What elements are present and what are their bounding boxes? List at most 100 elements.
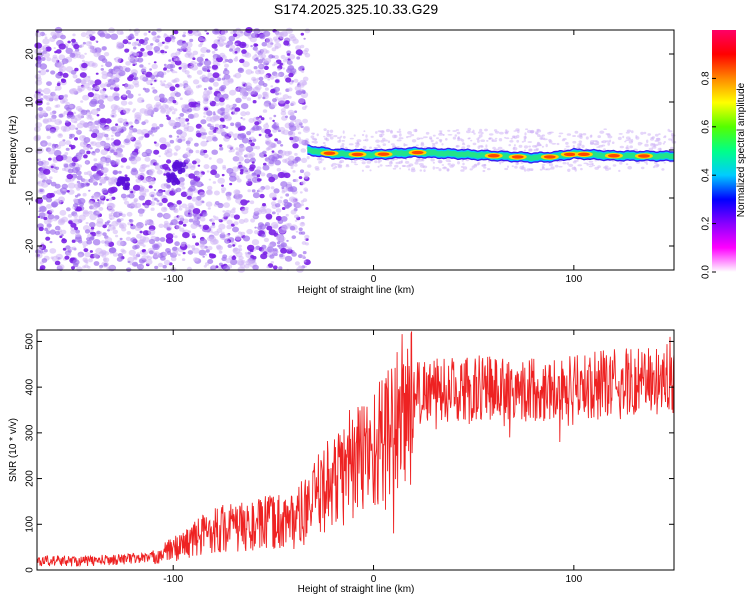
band-halo-blob: [541, 164, 546, 166]
noise-blob: [49, 36, 56, 43]
noise-blob: [206, 49, 211, 53]
noise-blob: [192, 208, 201, 215]
noise-blob: [150, 114, 154, 118]
band-halo-blob: [363, 139, 366, 142]
noise-blob: [178, 83, 184, 87]
band-halo-blob: [669, 146, 674, 151]
band-halo-blob: [342, 130, 345, 134]
noise-blob: [239, 58, 245, 64]
noise-blob: [285, 115, 288, 119]
noise-blob: [216, 245, 223, 251]
noise-blob: [76, 266, 83, 272]
band-halo-blob: [548, 139, 552, 142]
noise-blob: [74, 67, 79, 72]
noise-blob: [91, 122, 96, 126]
band-halo-blob: [513, 144, 516, 147]
noise-blob: [218, 266, 222, 270]
noise-blob: [140, 47, 145, 52]
noise-blob: [134, 32, 139, 36]
band-halo-blob: [647, 133, 651, 136]
band-halo-blob: [597, 165, 601, 169]
noise-blob: [241, 81, 245, 85]
noise-blob: [299, 169, 305, 173]
band-halo-blob: [488, 137, 492, 140]
noise-blob: [298, 227, 303, 232]
band-halo-blob: [517, 129, 520, 134]
noise-blob: [130, 201, 138, 207]
noise-blob: [142, 230, 150, 236]
noise-blob: [303, 37, 306, 40]
noise-blob: [202, 67, 207, 72]
noise-blob: [83, 171, 88, 175]
noise-blob: [289, 225, 296, 231]
noise-blob: [266, 265, 270, 269]
band-halo-blob: [473, 164, 478, 168]
noise-blob: [283, 104, 290, 110]
noise-blob: [161, 197, 168, 204]
band-halo-blob: [334, 165, 338, 169]
band-halo-blob: [344, 146, 348, 150]
noise-blob: [192, 50, 199, 56]
band-halo-blob: [339, 138, 341, 142]
noise-blob: [114, 68, 121, 74]
noise-blob: [69, 52, 76, 58]
noise-blob: [203, 111, 207, 115]
noise-blob: [89, 201, 96, 207]
noise-blob: [153, 141, 157, 144]
noise-blob: [148, 30, 151, 33]
band-halo-blob: [345, 163, 349, 166]
band-halo-blob: [597, 135, 601, 139]
band-halo-blob: [416, 137, 420, 140]
noise-blob: [171, 61, 175, 65]
noise-blob: [257, 94, 263, 99]
noise-blob: [245, 82, 252, 88]
noise-blob: [235, 190, 241, 195]
noise-blob: [204, 96, 209, 99]
band-halo-blob: [562, 162, 567, 165]
band-halo-blob: [415, 158, 420, 161]
band-halo-blob: [486, 139, 489, 142]
noise-blob: [188, 204, 194, 209]
band-halo-blob: [605, 167, 610, 171]
band-halo-blob: [326, 134, 332, 138]
noise-blob: [120, 193, 127, 199]
noise-blob: [150, 74, 156, 80]
noise-blob: [148, 238, 156, 245]
band-halo-blob: [314, 138, 318, 141]
band-halo-blob: [504, 167, 509, 171]
band-halo-blob: [658, 133, 661, 136]
noise-blob: [103, 257, 110, 263]
noise-blob: [142, 249, 146, 253]
noise-blob: [186, 195, 192, 200]
noise-blob: [186, 88, 193, 94]
noise-blob: [98, 194, 104, 199]
band-halo-blob: [565, 145, 570, 148]
noise-blob: [252, 192, 260, 199]
noise-blob: [221, 231, 225, 235]
noise-blob: [211, 64, 218, 70]
noise-blob: [217, 39, 220, 42]
noise-blob: [207, 207, 211, 210]
noise-blob: [95, 141, 103, 148]
noise-blob: [148, 62, 151, 65]
noise-blob: [215, 103, 220, 107]
noise-blob: [142, 52, 149, 57]
noise-cluster-blob: [177, 169, 183, 175]
noise-blob: [53, 47, 56, 50]
noise-blob: [304, 189, 309, 193]
noise-blob: [184, 158, 191, 163]
noise-blob: [230, 213, 235, 218]
noise-blob: [51, 56, 59, 63]
noise-blob: [110, 75, 116, 80]
noise-blob: [272, 119, 275, 122]
noise-blob: [115, 234, 119, 238]
noise-blob: [82, 94, 90, 101]
noise-blob: [181, 203, 188, 209]
noise-blob: [172, 125, 177, 129]
noise-blob: [232, 226, 239, 233]
noise-blob: [195, 123, 202, 129]
noise-blob: [186, 266, 192, 272]
noise-blob: [203, 90, 211, 97]
band-halo-blob: [505, 137, 510, 140]
noise-blob: [107, 176, 111, 180]
